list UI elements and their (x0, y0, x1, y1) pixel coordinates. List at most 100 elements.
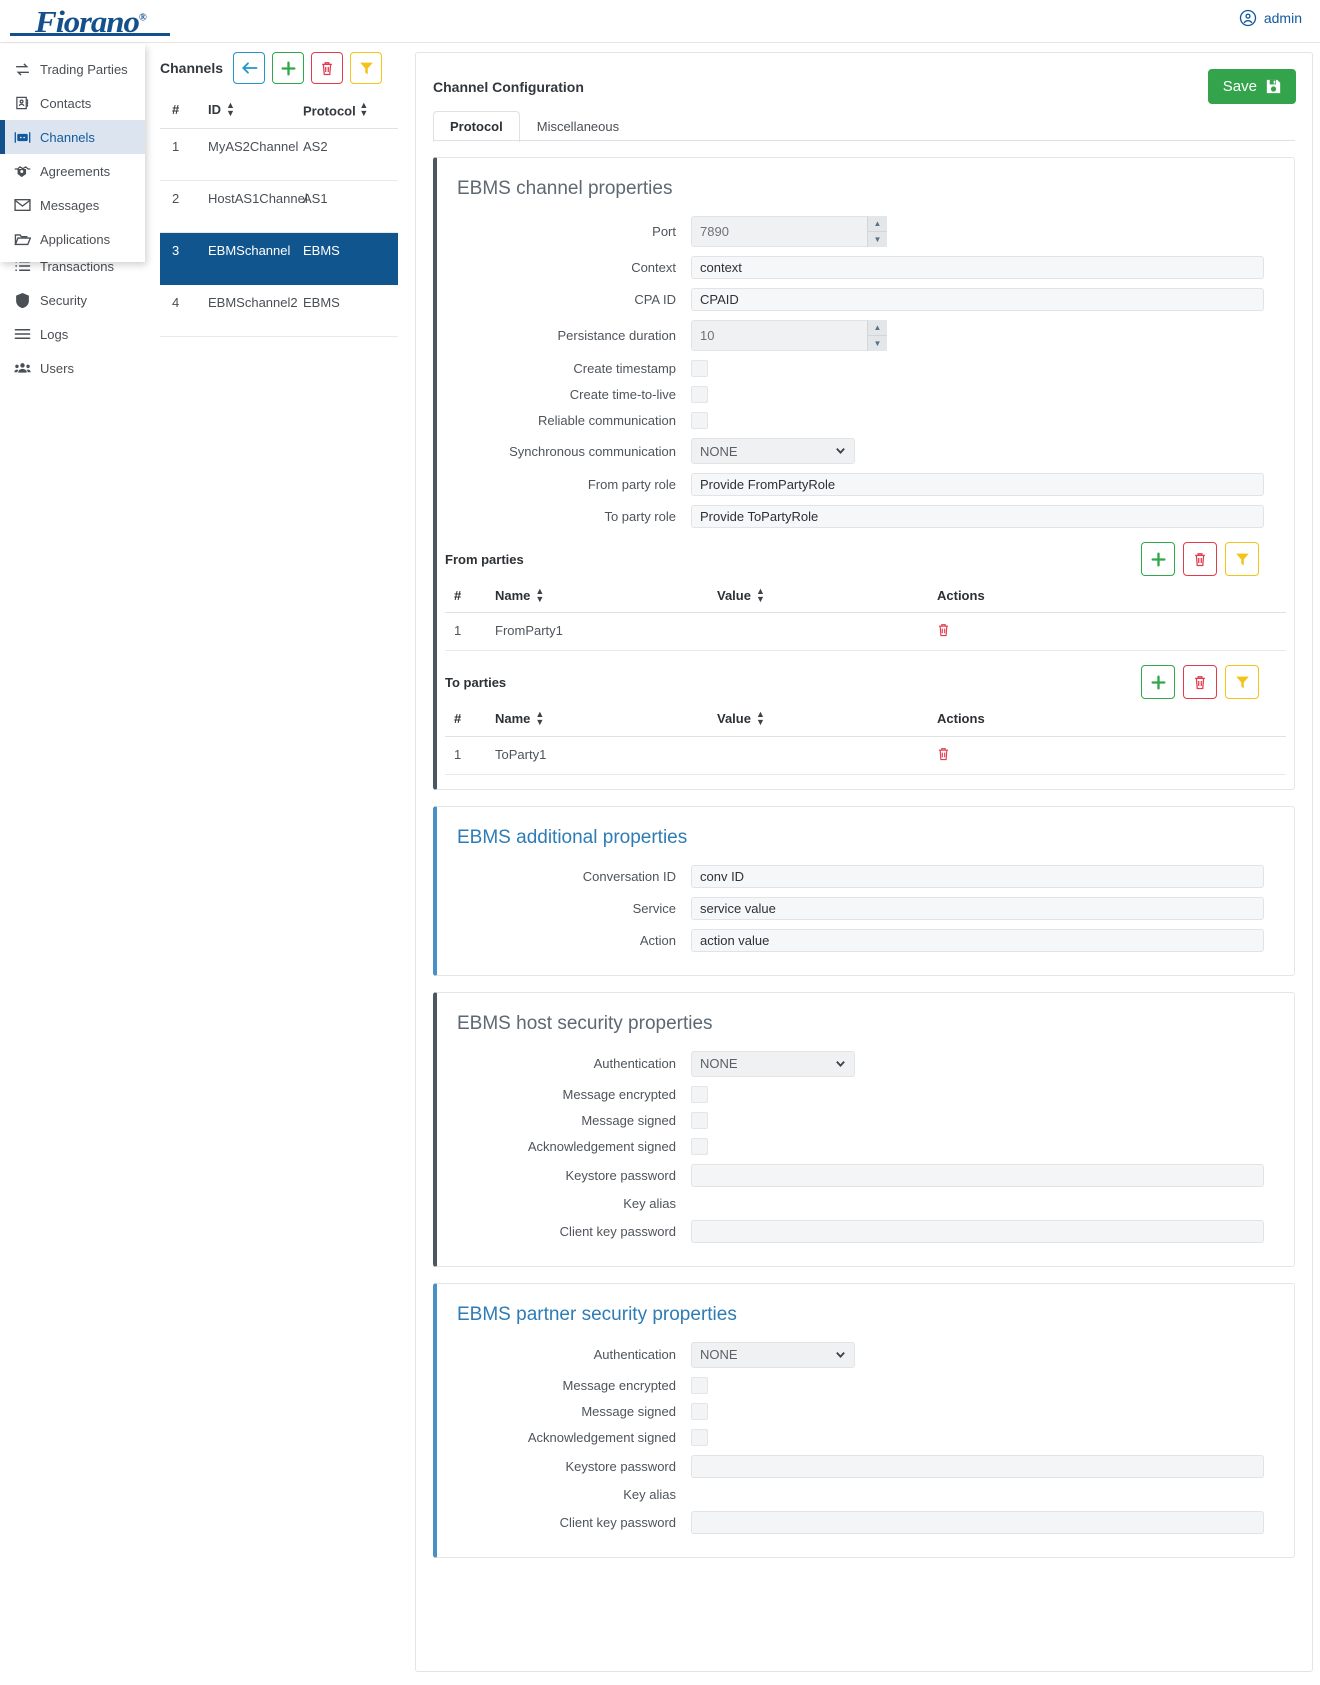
host-message-encrypted-checkbox[interactable] (691, 1085, 708, 1103)
persistance-duration-input[interactable] (691, 320, 887, 351)
port-input[interactable] (691, 216, 887, 247)
partner-client-key-password-input[interactable] (691, 1510, 1264, 1534)
tab-miscellaneous[interactable]: Miscellaneous (536, 119, 620, 134)
reliable-communication-checkbox[interactable] (691, 412, 708, 429)
persistance-duration-stepper[interactable]: ▲ ▼ (691, 320, 887, 351)
sidebar-item-logs[interactable]: Logs (0, 317, 145, 351)
user-menu[interactable]: admin (1239, 9, 1302, 27)
table-row[interactable]: 1 FromParty1 (445, 613, 1286, 652)
sidebar-item-channels[interactable]: Channels (0, 120, 145, 154)
sidebar-item-security[interactable]: Security (0, 283, 145, 317)
conversation-id-input[interactable] (691, 864, 1264, 888)
host-message-signed-checkbox[interactable] (691, 1111, 708, 1129)
add-channel-button[interactable] (272, 52, 305, 84)
partner-authentication-select[interactable]: NONE (691, 1341, 855, 1368)
stepper-up-icon[interactable]: ▲ (868, 320, 887, 336)
host-client-key-password-input[interactable] (691, 1219, 1264, 1243)
plus-icon (281, 61, 296, 75)
create-time-to-live-checkbox[interactable] (691, 386, 708, 403)
save-button[interactable]: Save (1207, 69, 1296, 104)
partner-keystore-password-input[interactable] (691, 1454, 1264, 1478)
column-header-id[interactable]: ID ▲ ▼ (208, 100, 235, 118)
stepper-up-icon[interactable]: ▲ (868, 216, 887, 232)
tab-protocol[interactable]: Protocol (433, 111, 520, 142)
sort-icon[interactable]: ▲ ▼ (535, 586, 545, 604)
context-input[interactable] (691, 256, 1264, 279)
filter-to-party-button[interactable] (1225, 665, 1259, 700)
ebms-channel-properties-card: EBMS channel properties Port ▲ ▼ Context… (433, 157, 1295, 790)
field-label: CPA ID (634, 292, 676, 307)
field-context: Context (437, 256, 1294, 279)
column-header-name[interactable]: Name ▲ ▼ (495, 709, 545, 727)
delete-channel-button[interactable] (311, 52, 344, 84)
row-channel-id: HostAS1Channel (208, 190, 308, 206)
sort-icon[interactable]: ▲ ▼ (755, 586, 765, 604)
field-reliable-communication: Reliable communication (437, 412, 1294, 429)
stepper-down-icon[interactable]: ▼ (868, 336, 887, 351)
from-parties-table: # Name ▲ ▼ Value ▲ ▼ Actions 1 FromParty1 (445, 586, 1286, 652)
filter-channel-button[interactable] (350, 52, 383, 84)
partner-message-encrypted-checkbox[interactable] (691, 1376, 708, 1394)
sidebar-item-contacts[interactable]: Contacts (0, 86, 145, 120)
sidebar-item-trading-parties[interactable]: Trading Parties (0, 52, 145, 86)
table-row[interactable]: 4 EBMSchannel2 EBMS (160, 285, 398, 337)
table-row-selected[interactable]: 3 EBMSchannel EBMS (160, 232, 398, 285)
column-header-value[interactable]: Value ▲ ▼ (717, 586, 765, 604)
sidebar-item-agreements[interactable]: Agreements (0, 154, 145, 188)
sort-icon[interactable]: ▲ ▼ (226, 100, 235, 118)
delete-row-button[interactable] (937, 624, 950, 640)
channels-list-panel: Channels # ID ▲ ▼ Protocol ▲ ▼ 1 (160, 52, 410, 337)
cpa-id-input[interactable] (691, 288, 1264, 311)
sidebar-item-applications[interactable]: Applications (0, 222, 145, 256)
sidebar-item-messages[interactable]: Messages (0, 188, 145, 222)
to-parties-header: To parties (445, 665, 1294, 700)
add-from-party-button[interactable] (1141, 542, 1175, 576)
host-authentication-select[interactable]: NONE (691, 1050, 855, 1077)
sort-icon[interactable]: ▲ ▼ (755, 709, 765, 727)
table-row[interactable]: 2 HostAS1Channel AS1 (160, 181, 398, 233)
partner-acknowledgement-signed-checkbox[interactable] (691, 1428, 708, 1446)
from-parties-title: From parties (445, 551, 524, 567)
field-label: Create time-to-live (569, 387, 676, 402)
delete-from-party-button[interactable] (1183, 542, 1217, 576)
field-host-message-encrypted: Message encrypted (437, 1085, 1294, 1103)
field-label: Service (632, 900, 676, 916)
field-label: Client key password (559, 1514, 676, 1530)
to-party-role-input[interactable] (691, 505, 1264, 528)
field-host-key-alias: Key alias (437, 1196, 1294, 1211)
stepper-buttons[interactable]: ▲ ▼ (867, 216, 887, 247)
sidebar-item-users[interactable]: Users (0, 351, 145, 385)
funnel-icon (1235, 553, 1249, 565)
host-acknowledgement-signed-checkbox[interactable] (691, 1137, 708, 1155)
port-stepper[interactable]: ▲ ▼ (691, 216, 887, 247)
stepper-down-icon[interactable]: ▼ (868, 232, 887, 247)
stepper-buttons[interactable]: ▲ ▼ (867, 320, 887, 351)
host-keystore-password-input[interactable] (691, 1163, 1264, 1187)
sort-icon[interactable]: ▲ ▼ (535, 709, 545, 727)
field-action: Action (437, 928, 1294, 952)
create-timestamp-checkbox[interactable] (691, 360, 708, 377)
to-parties-title: To parties (445, 674, 507, 690)
column-header-name[interactable]: Name ▲ ▼ (495, 586, 545, 604)
field-create-timestamp: Create timestamp (437, 360, 1294, 377)
back-button[interactable] (233, 52, 266, 84)
field-label: Key alias (623, 1486, 676, 1502)
field-service: Service (437, 896, 1294, 920)
synchronous-communication-select[interactable]: NONE (691, 438, 855, 464)
action-input[interactable] (691, 928, 1264, 952)
sidebar-item-label: Security (40, 292, 87, 308)
delete-row-button[interactable] (937, 747, 950, 764)
column-header-value[interactable]: Value ▲ ▼ (717, 709, 765, 727)
delete-to-party-button[interactable] (1183, 665, 1217, 700)
add-to-party-button[interactable] (1141, 665, 1175, 700)
service-input[interactable] (691, 896, 1264, 920)
partner-message-signed-checkbox[interactable] (691, 1402, 708, 1420)
from-party-role-input[interactable] (691, 473, 1264, 496)
table-row[interactable]: 1 MyAS2Channel AS2 (160, 129, 398, 181)
sort-icon[interactable]: ▲ ▼ (359, 100, 369, 118)
row-number: 1 (454, 623, 462, 639)
table-row[interactable]: 1 ToParty1 (445, 737, 1286, 775)
field-label: Persistance duration (557, 328, 676, 343)
column-header-protocol[interactable]: Protocol ▲ ▼ (303, 100, 369, 119)
filter-from-party-button[interactable] (1225, 542, 1259, 576)
